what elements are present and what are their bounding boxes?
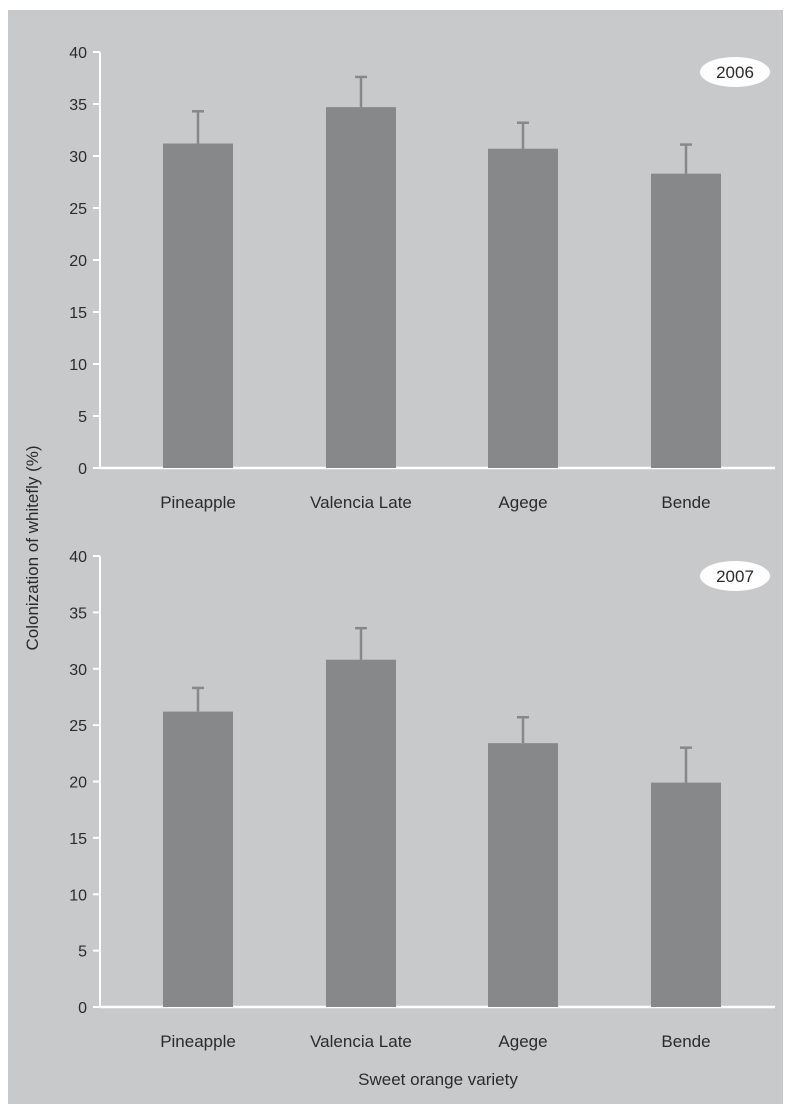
y-tick-label: 20 bbox=[69, 253, 87, 270]
y-tick-label: 35 bbox=[69, 97, 87, 114]
bar-valencia-late bbox=[326, 107, 396, 469]
y-tick-label: 5 bbox=[78, 944, 87, 961]
year-badge bbox=[700, 561, 770, 591]
y-tick-label: 20 bbox=[69, 775, 87, 792]
category-label: Agege bbox=[498, 1032, 547, 1051]
chart-panel-2007: 0 5 10 15 20 25 30 35 40 Pineapple Valencia Late Ag… bbox=[69, 549, 775, 1051]
y-tick-label: 35 bbox=[69, 605, 87, 622]
bar-bende bbox=[651, 782, 721, 1007]
y-tick-label: 0 bbox=[78, 1000, 87, 1017]
y-tick-label: 5 bbox=[78, 409, 87, 426]
y-tick-label: 25 bbox=[69, 201, 87, 218]
bar-chart-svg: 0 5 10 15 20 25 30 35 40 Pineapple Valencia Late Ag… bbox=[23, 45, 775, 1089]
year-label: 2006 bbox=[716, 63, 754, 82]
bar-pineapple bbox=[163, 143, 233, 468]
y-tick-label: 40 bbox=[69, 45, 87, 62]
category-label: Bende bbox=[661, 1032, 710, 1051]
y-tick-label: 30 bbox=[69, 149, 87, 166]
y-tick-label: 15 bbox=[69, 305, 87, 322]
bar-pineapple bbox=[163, 711, 233, 1007]
y-tick-label: 15 bbox=[69, 831, 87, 848]
category-label: Agege bbox=[498, 493, 547, 512]
chart-panel-2006: 0 5 10 15 20 25 30 35 40 Pineapple Valencia Late Ag… bbox=[69, 45, 775, 512]
category-label: Pineapple bbox=[160, 1032, 236, 1051]
y-axis-title: Colonization of whitefly (%) bbox=[23, 445, 42, 650]
category-label: Valencia Late bbox=[310, 493, 412, 512]
category-label: Valencia Late bbox=[310, 1032, 412, 1051]
figure-panel: 0 5 10 15 20 25 30 35 40 Pineapple Valencia Late Ag… bbox=[8, 10, 783, 1104]
year-badge bbox=[700, 57, 770, 87]
y-tick-label: 0 bbox=[78, 461, 87, 478]
bar-agege bbox=[488, 743, 558, 1007]
category-label: Pineapple bbox=[160, 493, 236, 512]
y-tick-label: 40 bbox=[69, 549, 87, 566]
category-label: Bende bbox=[661, 493, 710, 512]
y-tick-label: 30 bbox=[69, 662, 87, 679]
year-label: 2007 bbox=[716, 567, 754, 586]
x-axis-title: Sweet orange variety bbox=[358, 1070, 518, 1089]
y-tick-label: 25 bbox=[69, 718, 87, 735]
bar-bende bbox=[651, 173, 721, 468]
bar-valencia-late bbox=[326, 659, 396, 1007]
y-tick-label: 10 bbox=[69, 887, 87, 904]
y-tick-label: 10 bbox=[69, 357, 87, 374]
bar-agege bbox=[488, 148, 558, 468]
